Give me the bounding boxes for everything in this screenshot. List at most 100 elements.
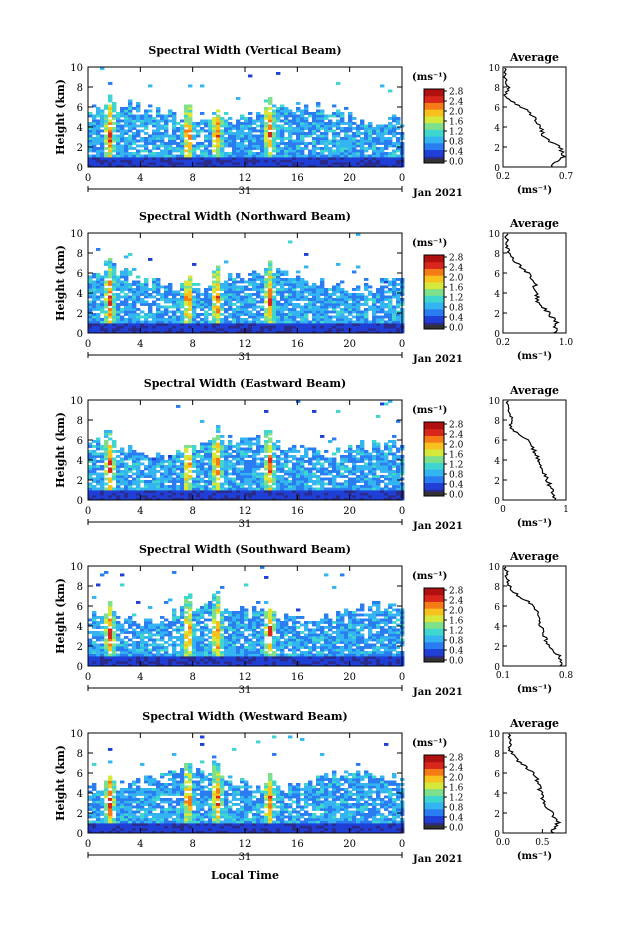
heatmap-cell [100, 134, 105, 138]
heatmap-cell [264, 313, 269, 316]
heatmap-cell [364, 295, 369, 299]
heatmap-cell [252, 323, 257, 326]
heatmap-cell [240, 325, 245, 329]
heatmap-cell [292, 144, 297, 148]
heatmap-cell [240, 278, 245, 281]
heatmap-cell [204, 482, 209, 486]
heatmap-cell [388, 320, 393, 324]
heatmap-cell [276, 477, 281, 481]
heatmap-cell [128, 320, 133, 324]
heatmap-cell [304, 460, 309, 463]
heatmap-cell [112, 646, 117, 649]
heatmap-cell [376, 442, 381, 446]
heatmap-cell [228, 482, 233, 486]
heatmap-cell [148, 323, 153, 326]
heatmap-cell [292, 147, 297, 150]
heatmap-cell [108, 295, 113, 299]
heatmap-cell [100, 144, 105, 148]
heatmap-cell [348, 154, 353, 158]
heatmap-cell [200, 112, 205, 115]
heatmap-cell [272, 305, 277, 309]
heatmap-cell [348, 117, 353, 120]
heatmap-cell [256, 497, 261, 501]
heatmap-cell [140, 119, 145, 123]
y-axis-label: Height (km) [54, 412, 67, 488]
heatmap-cell [200, 492, 205, 496]
heatmap-cell [320, 457, 325, 461]
heatmap-cell [292, 305, 297, 309]
heatmap-cell [92, 142, 97, 145]
heatmap-cell [184, 139, 189, 143]
heatmap-cell [328, 303, 333, 306]
heatmap-cell [236, 445, 241, 448]
heatmap-cell [324, 154, 329, 158]
heatmap-cell [244, 462, 249, 466]
heatmap-cell [288, 325, 293, 329]
heatmap-cell [104, 129, 109, 133]
heatmap-cell [204, 164, 209, 168]
heatmap-cell [272, 465, 277, 468]
heatmap-cell [136, 487, 141, 491]
heatmap-cell [372, 470, 377, 473]
heatmap-cell [324, 144, 329, 148]
heatmap-cell [144, 472, 149, 476]
heatmap-cell [316, 117, 321, 120]
heatmap-cell [176, 485, 181, 488]
heatmap-cell [104, 618, 109, 622]
heatmap-cell [112, 159, 117, 163]
heatmap-cell [200, 293, 205, 296]
heatmap-cell [248, 480, 253, 483]
heatmap-cell [96, 487, 101, 491]
heatmap-cell [344, 495, 349, 498]
heatmap-cell [276, 147, 281, 150]
heatmap-cell [268, 114, 273, 118]
heatmap-cell [372, 467, 377, 471]
heatmap-cell [296, 462, 301, 466]
heatmap-cell [268, 492, 273, 496]
heatmap-cell [224, 328, 229, 331]
heatmap-cell [336, 164, 341, 168]
heatmap-cell [196, 164, 201, 168]
avg-x-tick-label: 1.0 [559, 338, 574, 348]
heatmap-cell [264, 490, 269, 493]
heatmap-cell [128, 288, 133, 291]
heatmap-cell [388, 154, 393, 158]
heatmap-cell [104, 298, 109, 301]
heatmap-cell [324, 487, 329, 491]
heatmap-cell [388, 280, 393, 284]
heatmap-cell [388, 450, 393, 453]
heatmap-cell [324, 472, 329, 476]
heatmap-cell [360, 467, 365, 471]
heatmap-cell [260, 142, 265, 145]
heatmap-cell [104, 293, 109, 296]
heatmap-cell [96, 447, 101, 451]
heatmap-cell [280, 109, 285, 113]
heatmap-cell [388, 159, 393, 163]
heatmap-cell [384, 315, 389, 319]
heatmap-cell [328, 462, 333, 466]
heatmap-cell [104, 658, 109, 662]
heatmap-cell [192, 450, 197, 453]
heatmap-cell [92, 144, 97, 148]
heatmap-cell [128, 450, 133, 453]
heatmap-cell [272, 310, 277, 314]
y-tick-label: 6 [77, 269, 83, 280]
heatmap-cell [236, 492, 241, 496]
heatmap-cell [296, 283, 301, 286]
heatmap-cell [312, 447, 317, 451]
heatmap-cell [104, 164, 109, 168]
heatmap-cell [96, 134, 101, 138]
heatmap-cell [356, 164, 361, 168]
heatmap-cell [96, 305, 101, 309]
heatmap-cell [156, 465, 161, 468]
heatmap-cell [160, 313, 165, 316]
heatmap-cell [156, 290, 161, 294]
heatmap-cell [136, 285, 141, 289]
heatmap-cell [300, 492, 305, 496]
heatmap-cell [192, 457, 197, 461]
heatmap-cell [256, 445, 261, 448]
heatmap-cell [132, 132, 137, 135]
heatmap-cell [256, 442, 261, 446]
heatmap-cell [292, 320, 297, 324]
heatmap-cell [280, 164, 285, 168]
